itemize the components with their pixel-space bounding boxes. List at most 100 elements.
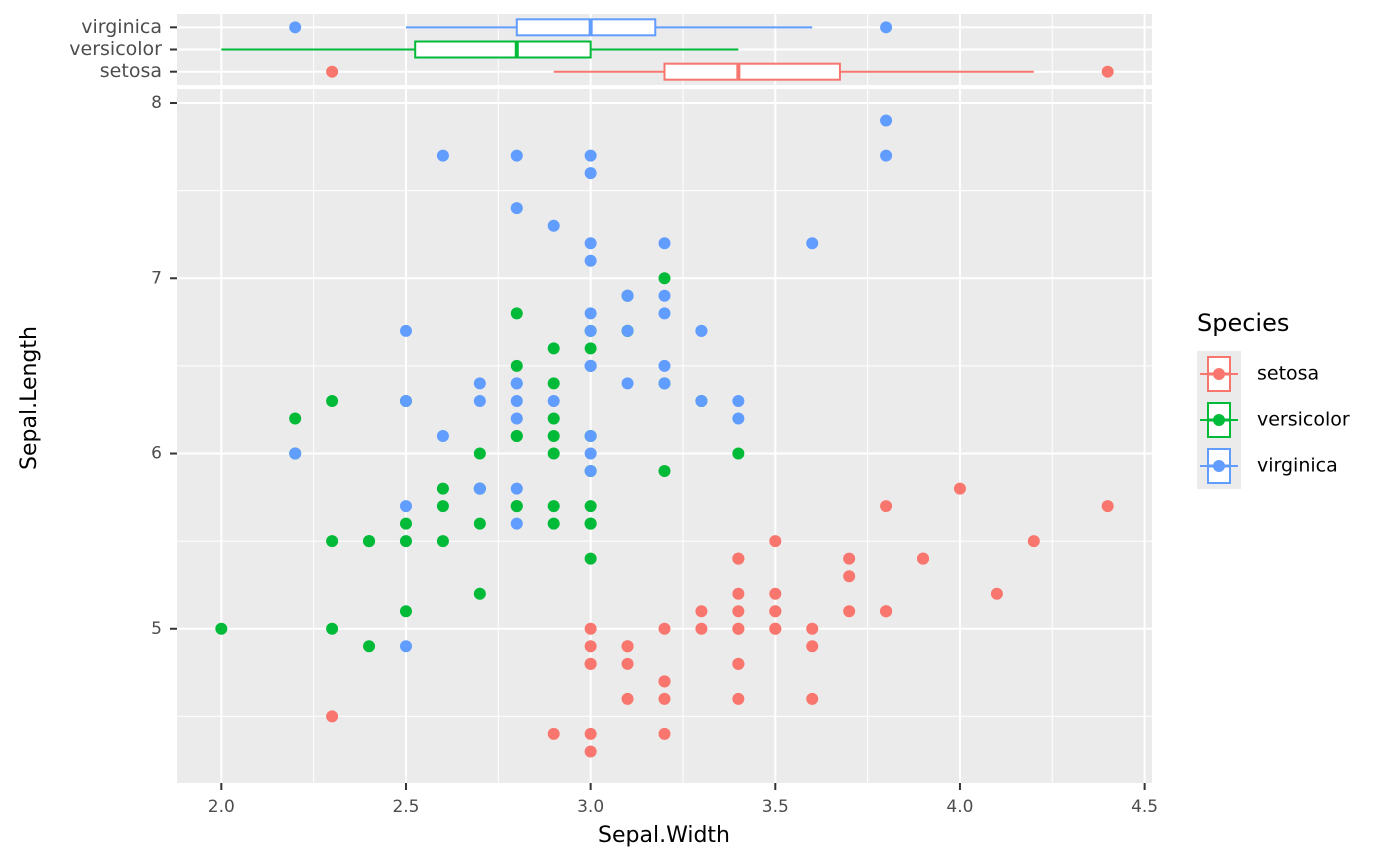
point [584, 552, 597, 565]
point [953, 482, 966, 495]
point [584, 640, 597, 653]
x-tick-label: 4.5 [1131, 797, 1158, 817]
point [547, 517, 560, 530]
point [990, 587, 1003, 600]
point [436, 149, 449, 162]
point [658, 622, 671, 635]
point [732, 447, 745, 460]
outlier [1101, 65, 1114, 78]
point [658, 237, 671, 250]
point [584, 727, 597, 740]
point [399, 535, 412, 548]
point [510, 394, 523, 407]
point [584, 465, 597, 478]
legend-point [1213, 460, 1225, 472]
x-tick-label: 2.0 [208, 797, 235, 817]
x-tick-label: 2.5 [392, 797, 419, 817]
point [510, 430, 523, 442]
point [584, 657, 597, 670]
y-tick-label: 5 [151, 619, 162, 639]
point [658, 377, 671, 390]
point [436, 500, 449, 513]
point [399, 605, 412, 618]
point [326, 622, 339, 635]
point [510, 359, 523, 372]
point [732, 394, 745, 407]
point [547, 219, 560, 232]
point [658, 272, 671, 285]
point [806, 640, 819, 653]
outlier [880, 21, 893, 34]
legend-label: versicolor [1257, 409, 1350, 431]
point [621, 657, 634, 670]
point [215, 622, 228, 635]
y-tick-label: setosa [100, 60, 162, 82]
point [732, 692, 745, 705]
point [621, 640, 634, 653]
point [399, 324, 412, 337]
point [473, 377, 486, 390]
point [584, 149, 597, 162]
point [880, 500, 893, 513]
point [621, 324, 634, 337]
point [843, 570, 856, 583]
x-tick-label: 4.0 [946, 797, 973, 817]
point [399, 640, 412, 653]
point [584, 237, 597, 250]
point [695, 605, 708, 618]
point [584, 167, 597, 180]
point [658, 359, 671, 372]
point [1027, 535, 1040, 548]
point [658, 289, 671, 302]
point [510, 202, 523, 215]
point [658, 675, 671, 688]
y-tick-label: virginica [81, 16, 162, 38]
point [289, 412, 302, 425]
point [695, 394, 708, 407]
point [584, 359, 597, 372]
point [658, 727, 671, 740]
box [414, 40, 592, 59]
point [547, 430, 560, 442]
y-tick-label: versicolor [69, 38, 162, 60]
point [547, 342, 560, 355]
point [584, 342, 597, 355]
y-tick-label: 7 [151, 268, 162, 288]
point [806, 692, 819, 705]
point [732, 605, 745, 618]
point [399, 517, 412, 530]
point [326, 535, 339, 548]
box [663, 62, 841, 81]
point [584, 517, 597, 530]
point [436, 535, 449, 548]
point [880, 149, 893, 162]
point [326, 394, 339, 407]
legend-label: setosa [1257, 363, 1319, 385]
point [473, 394, 486, 407]
point [510, 517, 523, 530]
point [510, 500, 523, 513]
point [843, 605, 856, 618]
point [1101, 500, 1114, 513]
point [547, 377, 560, 390]
point [806, 237, 819, 250]
point [769, 535, 782, 548]
point [510, 482, 523, 495]
point [621, 289, 634, 302]
point [584, 430, 597, 442]
point [584, 254, 597, 267]
point [399, 394, 412, 407]
point [658, 307, 671, 320]
point [584, 307, 597, 320]
point [547, 727, 560, 740]
box [515, 18, 657, 37]
point [473, 587, 486, 600]
point [769, 605, 782, 618]
point [658, 692, 671, 705]
point [584, 324, 597, 337]
point [732, 412, 745, 425]
point [473, 482, 486, 495]
point [547, 394, 560, 407]
legend-point [1213, 368, 1225, 380]
